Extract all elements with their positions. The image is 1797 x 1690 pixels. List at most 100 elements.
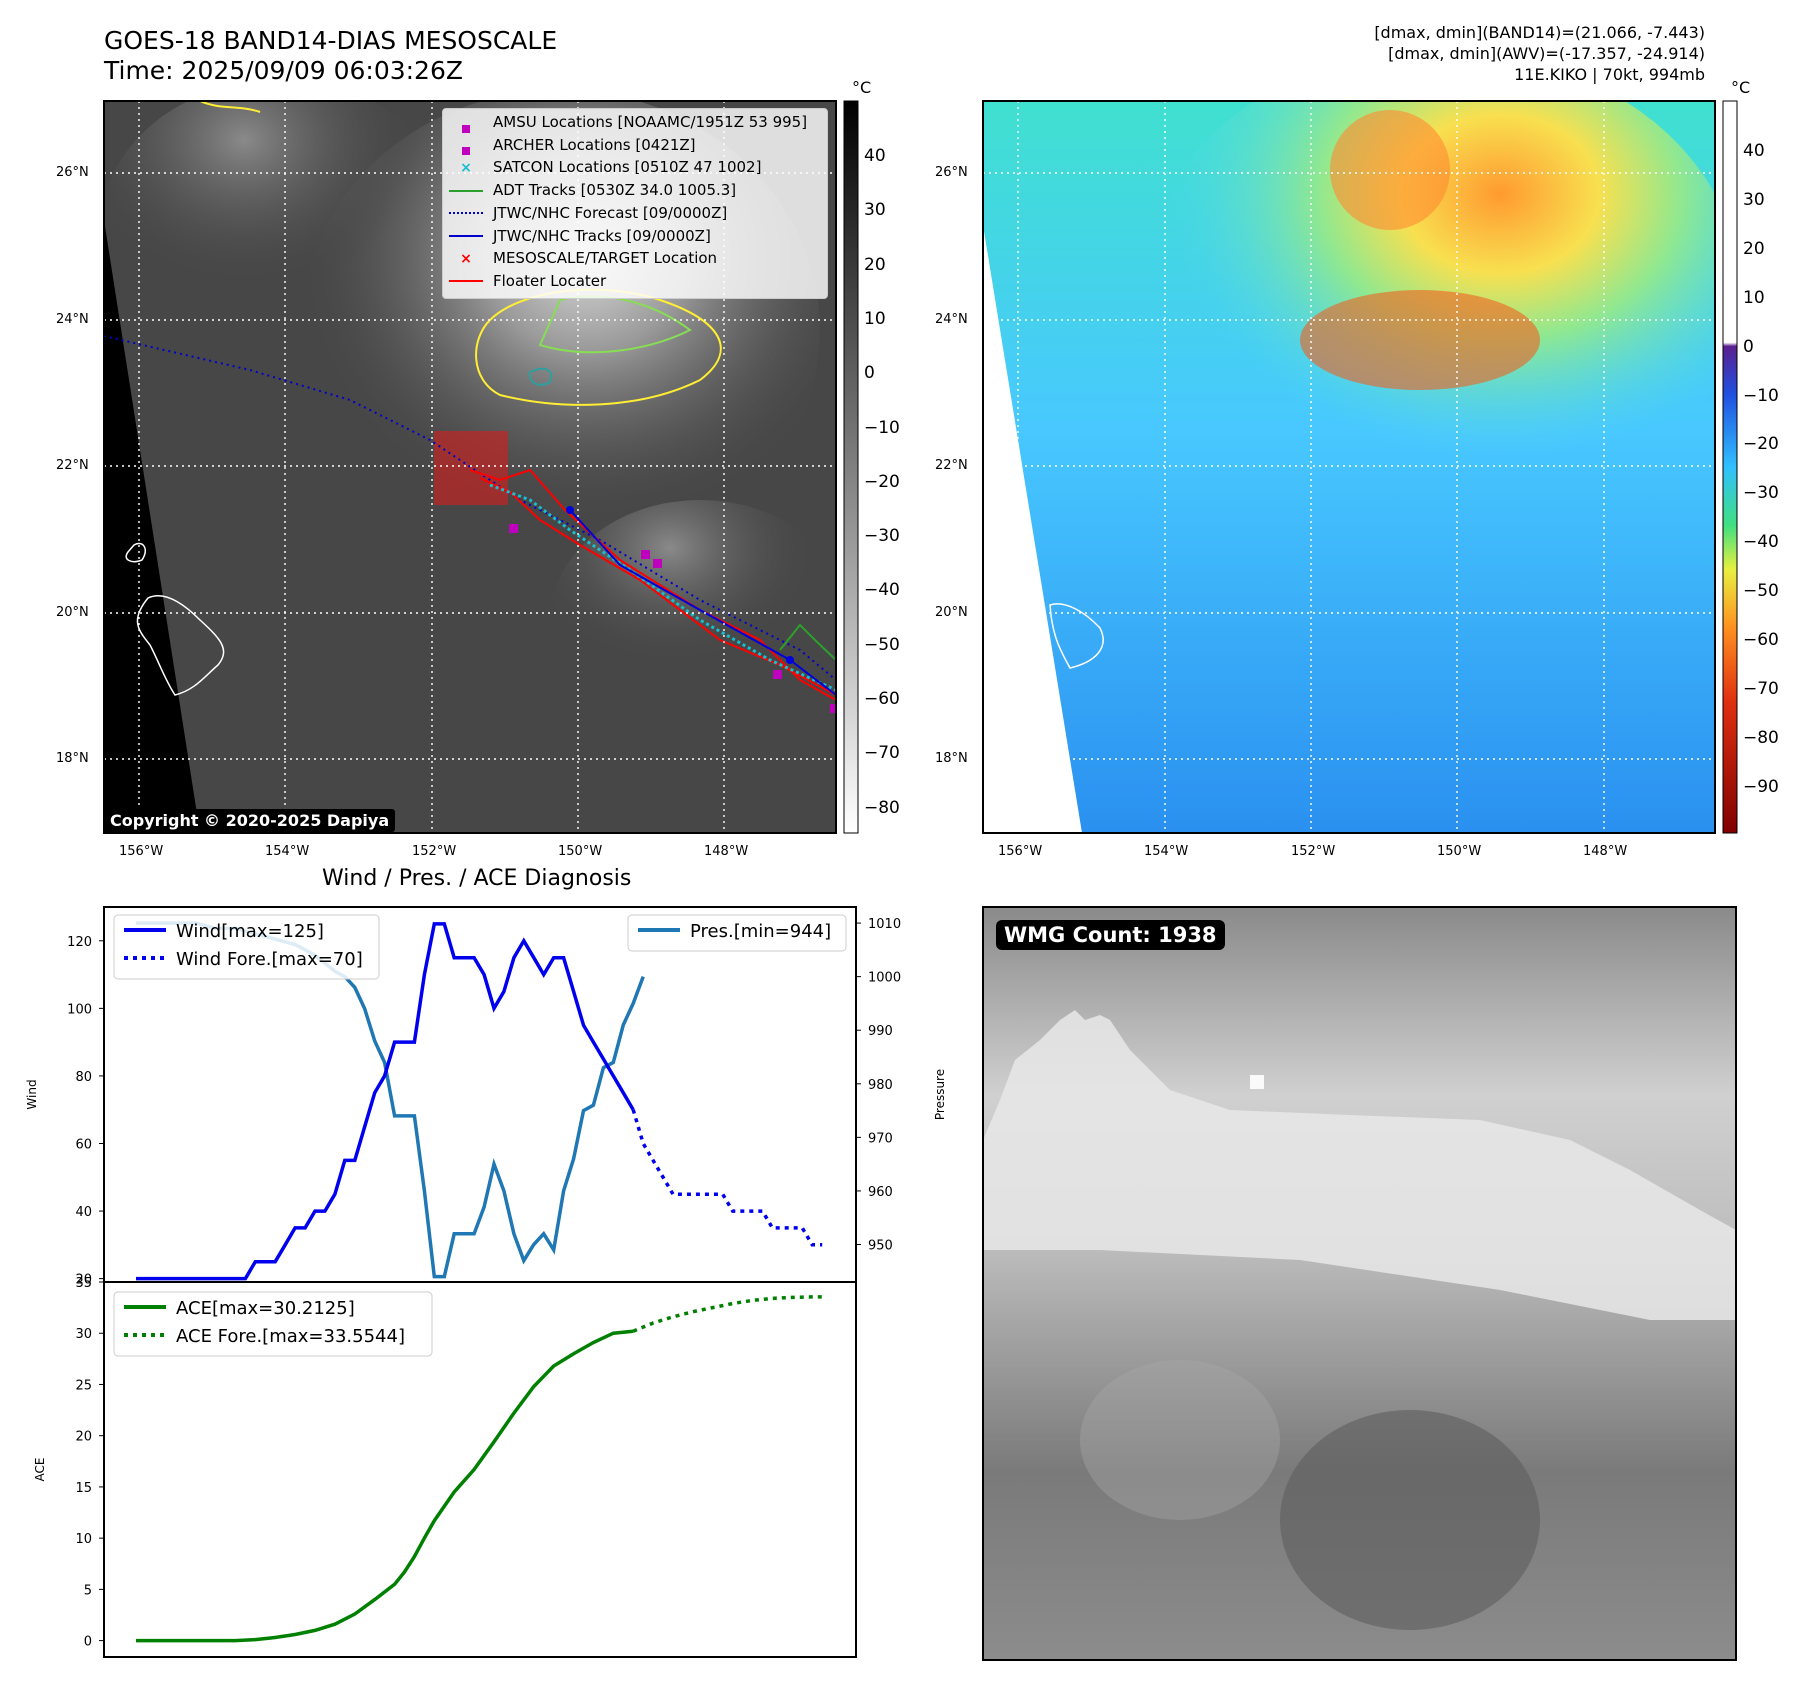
ir-colorbar-tick: 0 xyxy=(864,363,875,384)
legend-swatch: × xyxy=(460,250,472,267)
ace-ytick-label: 0 xyxy=(84,1635,92,1650)
wv-lat-label: 20°N xyxy=(935,605,968,620)
info-awv: [dmax, dmin](AWV)=(-17.357, -24.914) xyxy=(1388,44,1705,63)
wv-colorbar-tick: −70 xyxy=(1743,678,1779,699)
ir-lat-label: 22°N xyxy=(56,458,89,473)
figure-time: Time: 2025/09/09 06:03:26Z xyxy=(104,56,463,85)
ace-legend-label: ACE Fore.[max=33.5544] xyxy=(176,1326,405,1347)
wind-forecast-line xyxy=(631,1109,823,1247)
ace-ytick-label: 10 xyxy=(75,1532,92,1547)
legend-swatch xyxy=(449,119,483,133)
wv-colorbar-tick: −30 xyxy=(1743,483,1779,504)
zoom-image xyxy=(983,907,1736,1660)
ir-colorbar-tick: 40 xyxy=(864,146,886,166)
wv-colorbar-tick: −60 xyxy=(1743,630,1779,650)
ir-lat-label: 20°N xyxy=(56,605,89,620)
wv-lon-label: 154°W xyxy=(1144,844,1189,859)
ace-ytick-label: 35 xyxy=(75,1276,92,1291)
legend-label: AMSU Locations [NOAAMC/1951Z 53 995] xyxy=(493,113,808,131)
wv-colorbar-tick: −50 xyxy=(1743,581,1779,602)
info-band14: [dmax, dmin](BAND14)=(21.066, -7.443) xyxy=(1374,23,1705,42)
wv-colorbar-tick: −10 xyxy=(1743,385,1779,406)
wv-lat-label: 22°N xyxy=(935,458,968,473)
pressure-ytick-label: 970 xyxy=(868,1131,893,1146)
ir-lon-label: 150°W xyxy=(558,844,603,859)
pressure-ytick-label: 980 xyxy=(868,1078,893,1093)
legend-label: JTWC/NHC Tracks [09/0000Z] xyxy=(493,226,711,245)
ir-legend: AMSU Locations [NOAAMC/1951Z 53 995] ARCH… xyxy=(442,108,828,299)
ir-colorbar-tick: −40 xyxy=(864,580,900,601)
legend-label: ARCHER Locations [0421Z] xyxy=(493,135,696,154)
figure-title: GOES-18 BAND14-DIAS MESOSCALE xyxy=(104,26,558,55)
legend-square-marker xyxy=(462,147,470,156)
wv-colorbar-tick: 20 xyxy=(1743,238,1765,259)
legend-swatch: × xyxy=(460,159,472,176)
wind-axis-label: Wind xyxy=(25,1079,39,1109)
wv-colorbar-tick: −20 xyxy=(1743,434,1779,455)
ace-ytick-label: 15 xyxy=(75,1481,92,1496)
pressure-ytick-label: 990 xyxy=(868,1024,893,1039)
legend-swatch xyxy=(449,280,483,283)
ace-ytick-label: 5 xyxy=(84,1583,92,1598)
wmg-count-badge: WMG Count: 1938 xyxy=(996,920,1225,950)
ir-colorbar-tick: 20 xyxy=(864,254,886,275)
legend-entry: × SATCON Locations [0510Z 47 1002] xyxy=(449,158,761,178)
ace-legend-box xyxy=(113,1291,433,1357)
ace-ytick-label: 25 xyxy=(75,1378,92,1393)
wind-ytick-label: 80 xyxy=(75,1070,92,1085)
ir-colorbar-unit: °C xyxy=(852,78,872,97)
ace-axes-frame xyxy=(103,1281,857,1658)
ir-lon-label: 152°W xyxy=(412,844,457,859)
wv-colorbar-tick: 30 xyxy=(1743,189,1765,210)
legend-label: MESOSCALE/TARGET Location xyxy=(493,249,718,268)
diagnosis-title: Wind / Pres. / ACE Diagnosis xyxy=(322,866,632,891)
ace-forecast-line xyxy=(632,1295,823,1333)
wv-lat-label: 24°N xyxy=(935,312,968,327)
wind-ytick-label: 60 xyxy=(75,1137,92,1152)
legend-label: Floater Locater xyxy=(493,271,607,290)
wv-colorbar-tick: −40 xyxy=(1743,532,1779,553)
legend-entry: Floater Locater xyxy=(449,272,606,292)
ace-ytick-label: 30 xyxy=(75,1327,92,1342)
ir-lat-label: 26°N xyxy=(56,165,89,180)
pressure-ytick-label: 1000 xyxy=(868,971,901,986)
pressure-ytick-label: 1010 xyxy=(868,917,901,932)
legend-entry: ADT Tracks [0530Z 34.0 1005.3] xyxy=(449,181,736,201)
ir-lon-label: 148°W xyxy=(704,844,749,859)
wv-lat-label: 18°N xyxy=(935,751,968,766)
wv-image xyxy=(983,101,1715,833)
wv-lon-label: 150°W xyxy=(1437,844,1482,859)
legend-swatch xyxy=(449,235,483,237)
wv-lon-label: 152°W xyxy=(1291,844,1336,859)
info-storm: 11E.KIKO | 70kt, 994mb xyxy=(1514,65,1705,84)
wv-colorbar-tick: 0 xyxy=(1743,336,1754,357)
ace-axis-label: ACE xyxy=(33,1458,47,1482)
wv-colorbar-tick: −80 xyxy=(1743,727,1779,748)
ir-lon-label: 156°W xyxy=(119,844,164,859)
ir-colorbar-tick: −50 xyxy=(864,634,900,655)
ir-colorbar-tick: 30 xyxy=(864,200,886,221)
wind-legend-label: Wind[max=125] xyxy=(176,921,324,942)
ir-colorbar-tick: 10 xyxy=(864,308,886,329)
ir-lat-label: 24°N xyxy=(56,312,89,327)
legend-entry: JTWC/NHC Forecast [09/0000Z] xyxy=(449,204,727,224)
legend-label: ADT Tracks [0530Z 34.0 1005.3] xyxy=(493,181,737,200)
wind-ytick-label: 20 xyxy=(75,1273,92,1288)
legend-entry: × MESOSCALE/TARGET Location xyxy=(449,249,717,269)
pressure-ytick-label: 960 xyxy=(868,1185,893,1200)
ir-colorbar-tick: −20 xyxy=(864,471,900,492)
ace-line xyxy=(136,1329,634,1643)
pressure-axis-label: Pressure xyxy=(933,1069,947,1120)
ir-colorbar-tick: −80 xyxy=(864,797,900,818)
ir-lat-label: 18°N xyxy=(56,751,89,766)
wv-lon-label: 148°W xyxy=(1583,844,1628,859)
wv-colorbar-tick: −90 xyxy=(1743,776,1779,797)
wv-colorbar-tick: 10 xyxy=(1743,287,1765,308)
wv-lat-label: 26°N xyxy=(935,165,968,180)
wv-colorbar-tick: 40 xyxy=(1743,141,1765,161)
legend-entry: JTWC/NHC Tracks [09/0000Z] xyxy=(449,227,711,247)
wind-ytick-label: 40 xyxy=(75,1205,92,1220)
wind-legend-label: Wind Fore.[max=70] xyxy=(176,949,363,970)
